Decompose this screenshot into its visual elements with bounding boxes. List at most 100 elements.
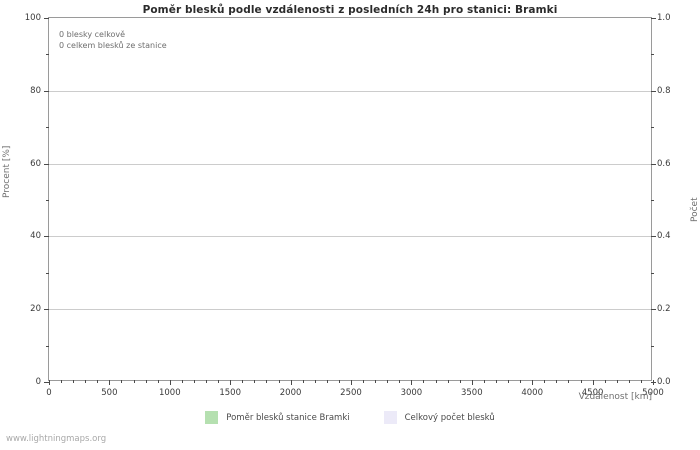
y-tick-left-100 <box>44 18 49 19</box>
legend-swatch-station-ratio <box>205 411 219 424</box>
x-tick-minor-3800 <box>508 380 510 383</box>
plot-annotation: 0 blesky celkově 0 celkem blesků ze stan… <box>59 29 167 51</box>
y-tick-right-minor-0.9 <box>651 54 654 56</box>
x-tick-label-3000: 3000 <box>400 388 423 398</box>
x-tick-minor-4800 <box>628 380 630 383</box>
y-axis-title-left: Procent [%] <box>2 145 12 198</box>
y-tick-label-left-20: 20 <box>30 304 41 315</box>
x-tick-minor-3200 <box>435 380 437 383</box>
x-tick-minor-300 <box>85 380 87 383</box>
annotation-station-strokes: 0 celkem blesků ze stanice <box>59 41 167 50</box>
x-tick-minor-1300 <box>206 380 208 383</box>
x-tick-0 <box>49 380 50 385</box>
legend-label-station-ratio: Poměr blesků stanice Bramki <box>226 412 350 423</box>
chart-title: Poměr blesků podle vzdálenosti z posledn… <box>142 4 558 16</box>
x-tick-minor-3100 <box>423 380 425 383</box>
x-tick-minor-1800 <box>266 380 268 383</box>
x-tick-minor-2200 <box>314 380 316 383</box>
x-tick-minor-4300 <box>568 380 570 383</box>
x-tick-1000 <box>169 380 171 385</box>
y-tick-label-right-0: 0.0 <box>657 377 671 387</box>
x-tick-minor-4900 <box>640 380 642 383</box>
x-tick-2000 <box>290 380 292 385</box>
x-tick-label-1500: 1500 <box>219 388 242 398</box>
x-tick-minor-4700 <box>616 380 618 383</box>
x-tick-minor-2600 <box>363 380 365 383</box>
annotation-total-strokes: 0 blesky celkově <box>59 30 126 39</box>
x-tick-1500 <box>230 380 232 385</box>
x-tick-minor-3400 <box>459 380 461 383</box>
x-tick-minor-1400 <box>218 380 220 383</box>
x-tick-minor-2900 <box>399 380 401 383</box>
y-tick-label-left-40: 40 <box>30 231 41 242</box>
x-tick-label-2000: 2000 <box>279 388 302 398</box>
x-tick-minor-2800 <box>387 380 389 383</box>
x-tick-minor-1600 <box>242 380 244 383</box>
plot-canvas <box>49 18 651 380</box>
x-tick-minor-900 <box>157 380 159 383</box>
y-tick-left-minor-50 <box>46 200 49 201</box>
y-tick-left-minor-30 <box>46 272 49 274</box>
y-tick-right-minor-0.3 <box>651 272 654 274</box>
x-tick-minor-1200 <box>193 380 195 383</box>
y-tick-left-40 <box>44 236 49 238</box>
x-tick-minor-200 <box>73 380 75 383</box>
x-tick-5000 <box>653 380 654 385</box>
y-tick-right-0.8 <box>651 90 656 92</box>
x-tick-label-3500: 3500 <box>460 388 483 398</box>
x-tick-minor-2100 <box>302 380 304 383</box>
y-tick-right-minor-0.7 <box>651 127 654 129</box>
y-tick-label-right-0.6: 0.6 <box>657 158 671 169</box>
y-tick-label-right-0.2: 0.2 <box>657 304 671 315</box>
x-tick-minor-2300 <box>326 380 328 383</box>
y-tick-right-minor-0.5 <box>651 200 654 201</box>
x-tick-minor-1100 <box>181 380 183 383</box>
y-tick-right-minor-0.1 <box>651 345 654 347</box>
x-tick-minor-700 <box>133 380 135 383</box>
y-axis-title-right: Počet <box>690 197 700 222</box>
x-tick-minor-100 <box>61 380 63 383</box>
x-tick-minor-2700 <box>375 380 377 383</box>
y-tick-right-0.2 <box>651 309 656 311</box>
y-tick-right-0.6 <box>651 163 656 165</box>
plot-area: 0 blesky celkově 0 celkem blesků ze stan… <box>25 13 671 398</box>
x-tick-minor-800 <box>145 380 147 383</box>
x-tick-minor-4600 <box>604 380 606 383</box>
x-tick-label-2500: 2500 <box>340 388 362 398</box>
x-tick-minor-3900 <box>520 380 522 383</box>
x-tick-label-4000: 4000 <box>521 388 544 398</box>
legend-label-total-count: Celkový počet blesků <box>404 412 495 423</box>
x-tick-minor-1900 <box>278 380 280 383</box>
gridline-y-60 <box>49 163 651 165</box>
legend-item-total-count[interactable]: Celkový počet blesků <box>383 411 495 424</box>
footer-watermark: www.lightningmaps.org <box>6 434 107 444</box>
chart-legend: Poměr blesků stanice Bramki Celkový poče… <box>0 411 700 424</box>
y-tick-left-80 <box>44 90 49 92</box>
x-tick-3500 <box>471 380 473 385</box>
x-tick-minor-3300 <box>447 380 449 383</box>
x-tick-minor-400 <box>97 380 99 383</box>
y-tick-label-right-0.8: 0.8 <box>657 85 671 96</box>
y-tick-label-right-1: 1.0 <box>657 13 671 23</box>
y-tick-label-left-60: 60 <box>30 158 41 169</box>
x-tick-500 <box>109 380 111 385</box>
legend-item-station-ratio[interactable]: Poměr blesků stanice Bramki <box>205 411 350 424</box>
y-tick-right-1 <box>651 18 656 19</box>
x-tick-label-5000: 5000 <box>642 388 664 398</box>
x-axis-title: Vzdálenost [km] <box>578 392 652 402</box>
x-tick-4000 <box>532 380 534 385</box>
x-tick-minor-600 <box>121 380 123 383</box>
x-tick-4500 <box>592 380 594 385</box>
x-tick-minor-4200 <box>556 380 558 383</box>
x-tick-label-1000: 1000 <box>158 388 181 398</box>
y-tick-left-minor-70 <box>46 127 49 129</box>
y-tick-label-right-0.4: 0.4 <box>657 231 671 242</box>
y-tick-label-left-100: 100 <box>24 13 41 23</box>
x-tick-minor-4100 <box>544 380 546 383</box>
y-tick-left-20 <box>44 309 49 311</box>
y-tick-left-0 <box>44 382 49 383</box>
y-tick-left-minor-90 <box>46 54 49 56</box>
x-tick-label-500: 500 <box>101 388 118 398</box>
x-tick-minor-2400 <box>338 380 340 383</box>
x-tick-minor-1700 <box>254 380 256 383</box>
